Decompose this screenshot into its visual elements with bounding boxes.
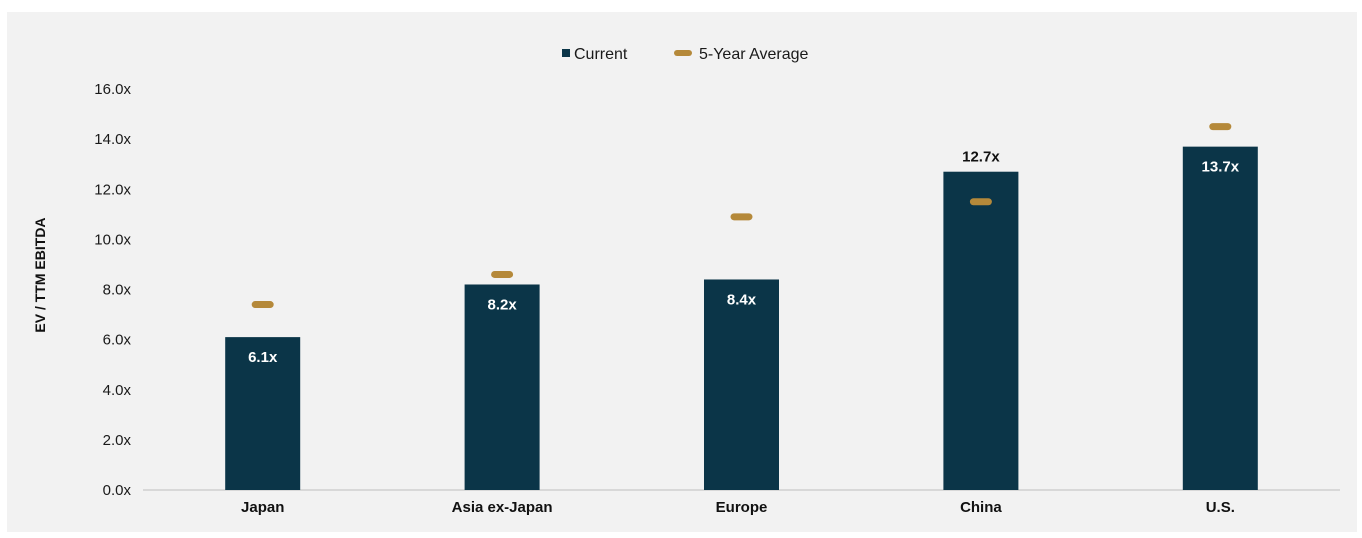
x-category-label: Asia ex-Japan [452, 499, 553, 516]
legend-average-swatch [674, 50, 692, 56]
average-dash [969, 198, 992, 206]
average-dash [730, 213, 753, 221]
y-tick-label: 14.0x [94, 131, 131, 148]
bar-current [225, 337, 301, 490]
legend-current-label: Current [574, 46, 628, 63]
y-tick-label: 8.0x [103, 282, 132, 299]
x-category-label: China [960, 499, 1002, 516]
average-dash [1209, 123, 1232, 131]
legend-average-label: 5-Year Average [699, 46, 809, 63]
bar-value-label: 8.4x [727, 291, 757, 308]
average-dash [251, 301, 274, 309]
y-axis-title: EV / TTM EBITDA [32, 217, 48, 332]
x-category-label: Europe [716, 499, 768, 516]
legend: Current 5-Year Average [562, 46, 809, 63]
average-dash [491, 270, 514, 278]
bar-current [464, 284, 540, 490]
y-tick-label: 4.0x [103, 382, 132, 399]
bar-current [704, 279, 779, 490]
y-tick-label: 6.0x [103, 332, 132, 349]
bar-current [1182, 146, 1258, 491]
x-axis-labels: Japan Asia ex-Japan Europe China U.S. [241, 499, 1235, 516]
bar-value-label: 8.2x [487, 296, 517, 313]
y-tick-label: 12.0x [94, 181, 131, 198]
y-axis-ticks: 0.0x 2.0x 4.0x 6.0x 8.0x 10.0x 12.0x 14.0x 16.0x [94, 81, 131, 499]
bars-group [225, 146, 1258, 491]
bar-current [943, 171, 1019, 491]
x-category-label: Japan [241, 499, 284, 516]
y-tick-label: 2.0x [103, 432, 132, 449]
bar-value-label: 12.7x [962, 149, 1000, 166]
x-category-label: U.S. [1206, 499, 1235, 516]
bar-value-label: 6.1x [248, 349, 278, 366]
y-tick-label: 0.0x [103, 482, 132, 499]
legend-current-swatch [562, 49, 570, 57]
average-marks-group [251, 123, 1232, 309]
y-tick-label: 10.0x [94, 231, 131, 248]
bar-value-label: 13.7x [1202, 159, 1240, 176]
bar-labels-group: 6.1x 8.2x 8.4x 12.7x 13.7x [248, 149, 1240, 366]
y-tick-label: 16.0x [94, 81, 131, 98]
